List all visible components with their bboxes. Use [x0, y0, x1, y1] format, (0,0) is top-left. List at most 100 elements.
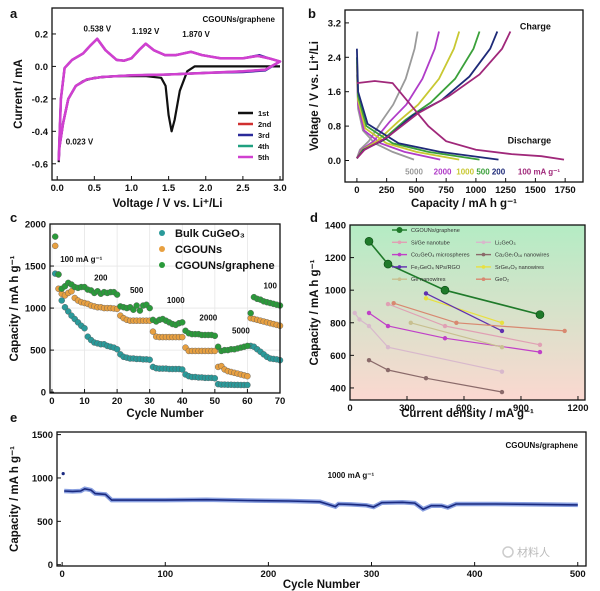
y-tick-label: 800 [330, 318, 346, 329]
x-tick-label: 300 [399, 403, 415, 414]
x-tick-label: 0.5 [88, 183, 102, 194]
y-tick-label: 1200 [325, 253, 346, 264]
data-point [113, 346, 121, 353]
rate-label: 5000 [405, 167, 423, 176]
data-point [179, 333, 186, 341]
x-tick-label: 250 [379, 185, 395, 196]
panel-label: e [10, 410, 17, 425]
data-point [366, 358, 372, 363]
data-point [499, 328, 505, 334]
data-point [366, 323, 372, 329]
x-tick-label: 10 [79, 396, 90, 407]
series-line [425, 297, 503, 324]
data-point [211, 375, 219, 382]
data-point [352, 310, 357, 316]
data-point [454, 320, 459, 325]
data-point [385, 367, 391, 373]
x-tick-label: 2.0 [199, 183, 212, 194]
data-point [61, 304, 69, 311]
legend-label: SrGe₄O₉ nanowires [495, 265, 544, 271]
series-line [64, 487, 578, 511]
plot-frame [349, 224, 586, 401]
data-point [364, 236, 374, 246]
x-tick-label: 0.0 [51, 183, 64, 194]
data-point [423, 375, 429, 381]
legend-label: CGOUNs/graphene [411, 228, 460, 234]
data-point [391, 301, 396, 306]
annotation: 500 [130, 286, 144, 295]
panel-label: a [10, 6, 18, 21]
series-line [368, 240, 541, 316]
y-tick-label: 1000 [325, 286, 346, 297]
chart-title: CGOUNs/graphene [203, 15, 276, 24]
y-tick-label: 500 [30, 346, 46, 357]
legend-label: 4th [258, 142, 270, 151]
data-point [136, 307, 144, 314]
data-point [58, 297, 65, 304]
data-point [130, 306, 137, 313]
data-point [442, 323, 448, 329]
annotation: 1.192 V [132, 27, 160, 36]
x-axis-title: Cycle Number [283, 579, 361, 591]
panel-b: 0 250 500 750 1000 1250 1500 17503.22.41.60.80.… [308, 6, 584, 210]
legend-label: Co₂GeO₄ microspheres [411, 253, 470, 259]
y-tick-label: 0.0 [35, 62, 48, 73]
x-tick-label: 70 [275, 396, 286, 407]
x-tick-label: 1.0 [125, 183, 138, 194]
x-tick-label: 0 [49, 396, 54, 407]
x-tick-label: 0 [347, 403, 352, 414]
rate-label: 500 [476, 167, 490, 176]
y-tick-label: 2.4 [328, 53, 342, 64]
annotation: 200 [94, 273, 108, 282]
x-tick-label: 100 [157, 569, 173, 580]
x-tick-label: 900 [513, 403, 529, 414]
data-point [499, 369, 505, 374]
y-tick-label: 600 [330, 351, 346, 362]
panel-label: d [310, 210, 318, 225]
annotation: 100 [264, 282, 278, 291]
legend-label: CGOUNs/graphene [175, 260, 275, 272]
x-tick-label: 3.0 [273, 183, 286, 194]
plot-area [61, 472, 578, 512]
x-axis-title: Current density / mA g⁻¹ [401, 408, 534, 420]
x-tick-label: 20 [112, 396, 123, 407]
legend-label: Li₂GeO₃ [495, 240, 516, 246]
legend-marker [396, 227, 403, 233]
data-point [146, 304, 153, 312]
y-tick-label: 1.6 [328, 87, 341, 98]
x-tick-label: 0 [354, 185, 359, 196]
legend-label: 3rd [258, 131, 270, 140]
data-point [61, 472, 65, 476]
x-tick-label: 40 [177, 396, 188, 407]
y-tick-label: -0.6 [32, 159, 48, 170]
x-tick-label: 1500 [525, 185, 546, 196]
data-point [55, 271, 62, 278]
x-tick-label: 1750 [555, 185, 576, 196]
data-point [52, 233, 59, 240]
legend-label: 2nd [258, 120, 272, 129]
data-point [113, 291, 121, 298]
y-axis-title: Voltage / V vs. Li⁺/Li [309, 41, 321, 151]
data-point [244, 342, 251, 350]
data-point [244, 381, 251, 389]
x-tick-label: 750 [438, 185, 454, 196]
data-point [442, 336, 448, 341]
cv-curve-1st [57, 65, 280, 163]
data-point [383, 259, 393, 269]
y-tick-label: 1500 [25, 262, 46, 273]
data-point [423, 291, 429, 296]
legend-marker [159, 262, 165, 268]
x-tick-label: 400 [467, 569, 483, 580]
data-point [385, 345, 391, 350]
chart-title: CGOUNs/graphene [506, 441, 579, 450]
plot-background [350, 225, 585, 400]
x-tick-label: 300 [364, 569, 380, 580]
annotation: 1000 mA g⁻¹ [328, 471, 375, 480]
x-tick-label: 500 [570, 569, 586, 580]
legend-marker [481, 277, 486, 282]
x-axis-title: Capacity / mA h g⁻¹ [411, 198, 517, 210]
watermark-logo-icon [502, 546, 514, 558]
y-tick-label: 1500 [32, 430, 53, 441]
x-tick-label: 30 [144, 396, 155, 407]
data-point [146, 356, 153, 363]
